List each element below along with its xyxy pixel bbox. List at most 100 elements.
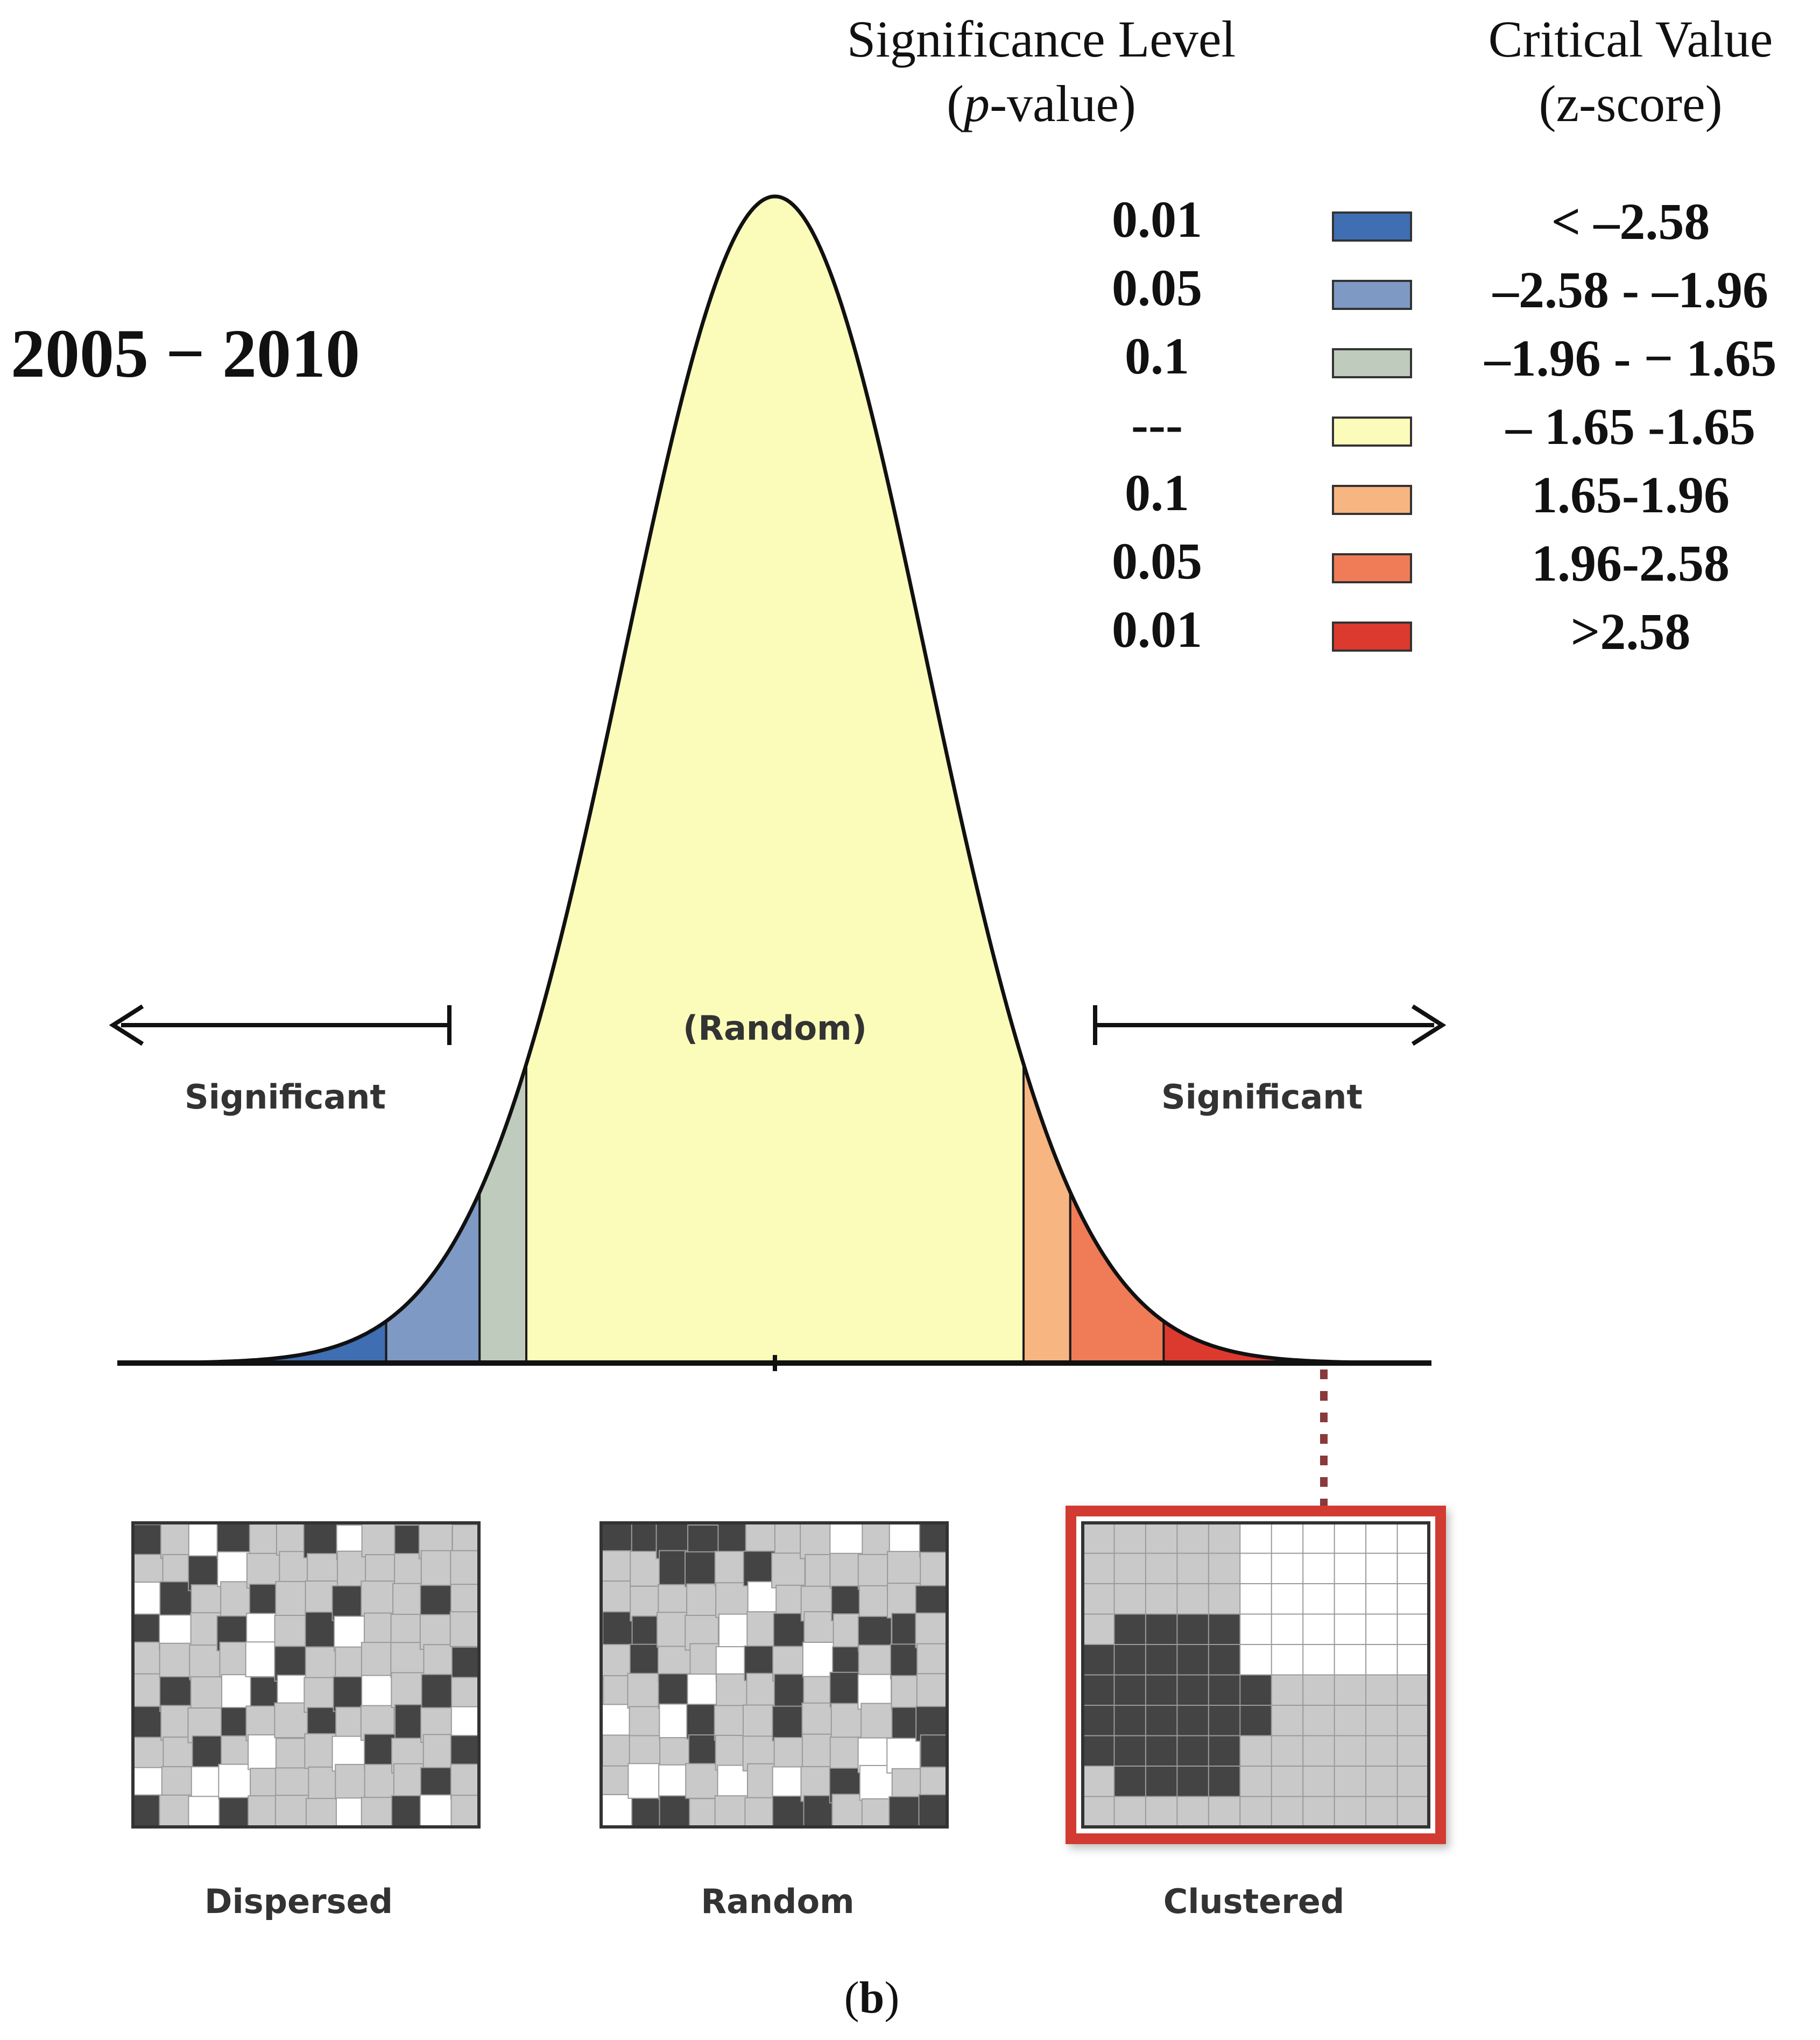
random-pattern-map [599, 1521, 949, 1829]
map-cell [1083, 1766, 1116, 1798]
map-cell [1365, 1523, 1399, 1555]
map-cell [1083, 1735, 1116, 1767]
map-cell [888, 1796, 923, 1827]
curve-band [1022, 1063, 1071, 1364]
map-cell [1176, 1523, 1210, 1555]
map-cell [391, 1795, 426, 1827]
map-cell [1083, 1705, 1116, 1737]
map-cell [391, 1672, 425, 1708]
map-cell [1208, 1766, 1241, 1798]
map-cell [919, 1523, 947, 1558]
map-cell [331, 1585, 366, 1621]
map-cell [450, 1763, 479, 1799]
map-cell [1271, 1674, 1304, 1706]
map-cell [829, 1523, 864, 1559]
caption-letter: b [859, 1973, 885, 2023]
legend-z-range: 1.65-1.96 [1532, 466, 1730, 524]
map-cell [920, 1734, 947, 1770]
map-cell [686, 1583, 721, 1619]
map-cell [887, 1551, 921, 1587]
map-cell [1145, 1523, 1179, 1555]
legend-p-value: 0.05 [1112, 259, 1202, 316]
map-cell [1208, 1735, 1241, 1767]
map-cell [1113, 1583, 1147, 1615]
map-cell [1208, 1583, 1241, 1615]
map-cell [1271, 1796, 1304, 1827]
map-cell [1334, 1705, 1367, 1737]
p-variable: p [961, 75, 990, 132]
map-cell [1113, 1644, 1147, 1676]
map-cell [1365, 1705, 1399, 1737]
map-cell [1239, 1766, 1273, 1798]
map-cell [1302, 1735, 1336, 1767]
critical-header-sub: (z-score) [1539, 75, 1722, 132]
map-cell [419, 1794, 454, 1827]
map-cell [1302, 1766, 1336, 1798]
map-cell [218, 1763, 252, 1800]
map-cell [1083, 1552, 1116, 1585]
map-cell [1302, 1705, 1336, 1737]
map-cell [1365, 1796, 1399, 1827]
map-cell [800, 1523, 834, 1559]
map-cell [1239, 1735, 1273, 1767]
map-cell [1302, 1796, 1336, 1827]
map-cell [1239, 1674, 1273, 1706]
legend-p-value: 0.01 [1112, 601, 1202, 658]
map-cell [1334, 1735, 1367, 1767]
map-cell [601, 1580, 636, 1617]
caption: (b) [844, 1973, 900, 2023]
map-cell [303, 1523, 338, 1558]
legend-swatch [1332, 622, 1412, 652]
map-cell [1396, 1705, 1429, 1737]
map-cell [1176, 1613, 1210, 1646]
left-significance-arrow [109, 1004, 452, 1046]
map-cell [745, 1523, 780, 1556]
map-cell [802, 1641, 837, 1678]
map-cell [718, 1613, 753, 1650]
map-cell [1396, 1644, 1429, 1676]
map-cell [305, 1646, 340, 1683]
legend-p-value: 0.05 [1112, 532, 1202, 590]
map-cell [1176, 1674, 1210, 1706]
map-cell [685, 1763, 719, 1799]
map-cell [1302, 1613, 1336, 1646]
bell-curve [171, 194, 1379, 1365]
map-cell [1208, 1644, 1241, 1676]
map-cell [1271, 1552, 1304, 1585]
map-cell [915, 1612, 947, 1649]
map-cell [274, 1614, 309, 1651]
map-cell [916, 1673, 947, 1709]
map-cell [1113, 1674, 1147, 1706]
map-cell [1271, 1705, 1304, 1737]
map-cell [159, 1642, 194, 1679]
curve-outline [172, 194, 1378, 1365]
map-cell [1083, 1674, 1116, 1706]
map-cell [772, 1705, 807, 1742]
map-cell [1396, 1583, 1429, 1615]
map-cell [1145, 1583, 1179, 1615]
legend-z-range: –2.58 - –1.96 [1492, 261, 1768, 319]
legend: Significance Level (p-value) Critical Va… [847, 10, 1777, 660]
map-cell [1239, 1613, 1273, 1646]
significance-header-sub: (p-value) [947, 75, 1136, 132]
map-cell [1334, 1552, 1367, 1585]
map-cell [1083, 1523, 1116, 1555]
map-cell [771, 1552, 806, 1589]
map-cell [1396, 1523, 1429, 1555]
map-cell [1113, 1766, 1147, 1798]
map-cell [888, 1523, 923, 1557]
map-cell [1176, 1766, 1210, 1798]
map-cell [361, 1642, 396, 1678]
map-cell [1302, 1644, 1336, 1676]
map-cell [860, 1703, 895, 1739]
map-cell [658, 1673, 693, 1709]
legend-swatch [1332, 417, 1412, 447]
map-cell [188, 1796, 222, 1827]
map-cell [801, 1702, 836, 1739]
map-cell [1083, 1796, 1116, 1827]
map-cell [1271, 1583, 1304, 1615]
map-cell [1302, 1583, 1336, 1615]
map-cell [1208, 1523, 1241, 1555]
map-cell [1145, 1644, 1179, 1676]
